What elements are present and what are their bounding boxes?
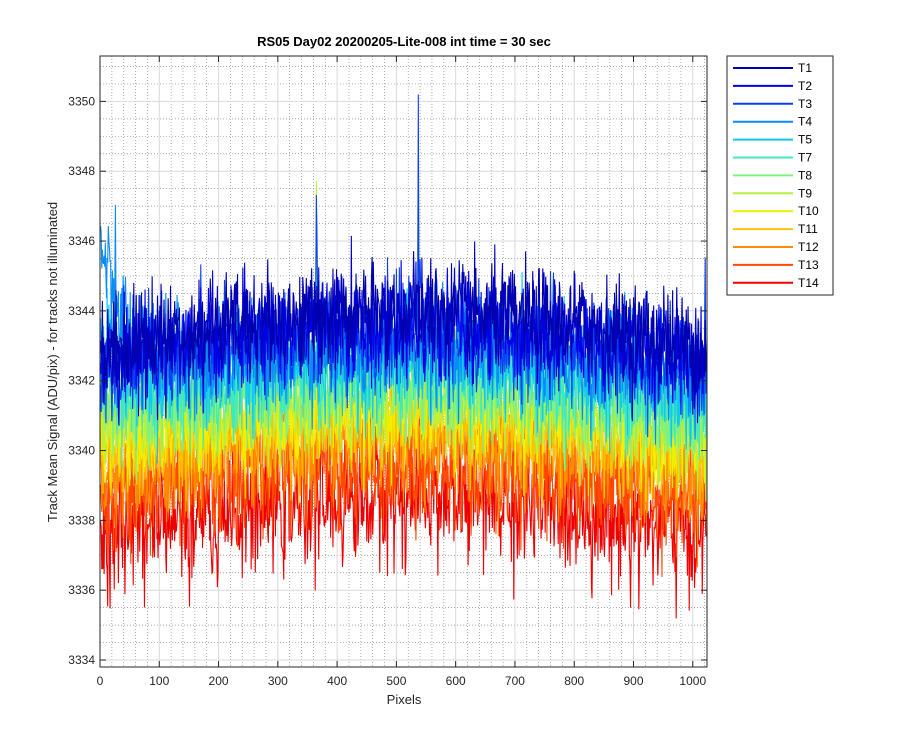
x-tick-label: 500 <box>386 674 406 688</box>
plot-axes: 0 100 200 300 400 500 600 700 800 900 1000 3334333… <box>68 55 708 688</box>
x-tick-label: 300 <box>268 674 288 688</box>
legend-label-t10: T10 <box>798 204 819 218</box>
legend-label-t14: T14 <box>798 276 819 290</box>
x-tick-label: 100 <box>149 674 169 688</box>
x-tick-label: 1000 <box>679 674 706 688</box>
y-tick-label: 3344 <box>68 304 95 318</box>
y-tick-label: 3342 <box>68 374 95 388</box>
x-tick-label: 800 <box>564 674 584 688</box>
x-tick-label: 400 <box>327 674 347 688</box>
legend-label-t4: T4 <box>798 115 812 129</box>
legend-label-t8: T8 <box>798 168 812 182</box>
x-axis-ticks: 0 100 200 300 400 500 600 700 800 900 1000 <box>97 56 706 688</box>
x-tick-label: 200 <box>209 674 229 688</box>
chart-title: RS05 Day02 20200205-Lite-008 int time = … <box>257 34 551 49</box>
series-line-t1 <box>100 235 707 422</box>
x-tick-label: 0 <box>97 674 104 688</box>
y-tick-label: 3340 <box>68 444 95 458</box>
legend-label-t7: T7 <box>798 151 812 165</box>
legend-label-t5: T5 <box>798 133 812 147</box>
x-tick-label: 900 <box>623 674 643 688</box>
x-tick-label: 600 <box>446 674 466 688</box>
legend-label-t11: T11 <box>798 222 818 236</box>
series-line-t12 <box>100 361 707 568</box>
legend-label-t13: T13 <box>798 258 819 272</box>
legend-label-t1: T1 <box>798 61 812 75</box>
y-tick-label: 3334 <box>68 653 95 667</box>
x-tick-label: 700 <box>505 674 525 688</box>
legend-label-t12: T12 <box>798 240 819 254</box>
legend-items: T1 T2 T3 T4 T5 T7 T8 T9 T10 T11 T12 T13 T14 <box>733 61 819 290</box>
y-tick-label: 3336 <box>68 583 95 597</box>
series-layer <box>100 94 707 619</box>
y-axis-ticks: 3334 3336 3338 3340 3342 3344 3346 3348 3350 <box>68 94 707 667</box>
legend-label-t2: T2 <box>798 79 812 93</box>
y-tick-label: 3348 <box>68 164 95 178</box>
legend-label-t3: T3 <box>798 97 812 111</box>
y-tick-label: 3350 <box>68 94 95 108</box>
y-tick-label: 3346 <box>68 234 95 248</box>
y-tick-label: 3338 <box>68 513 95 527</box>
plot-frame <box>99 55 708 668</box>
y-axis-label: Track Mean Signal (ADU/pix) - for tracks… <box>45 202 60 522</box>
legend-label-t9: T9 <box>798 186 812 200</box>
legend: T1 T2 T3 T4 T5 T7 T8 T9 T10 T11 T12 T13 T14 <box>726 55 834 296</box>
x-axis-label: Pixels <box>387 692 422 707</box>
